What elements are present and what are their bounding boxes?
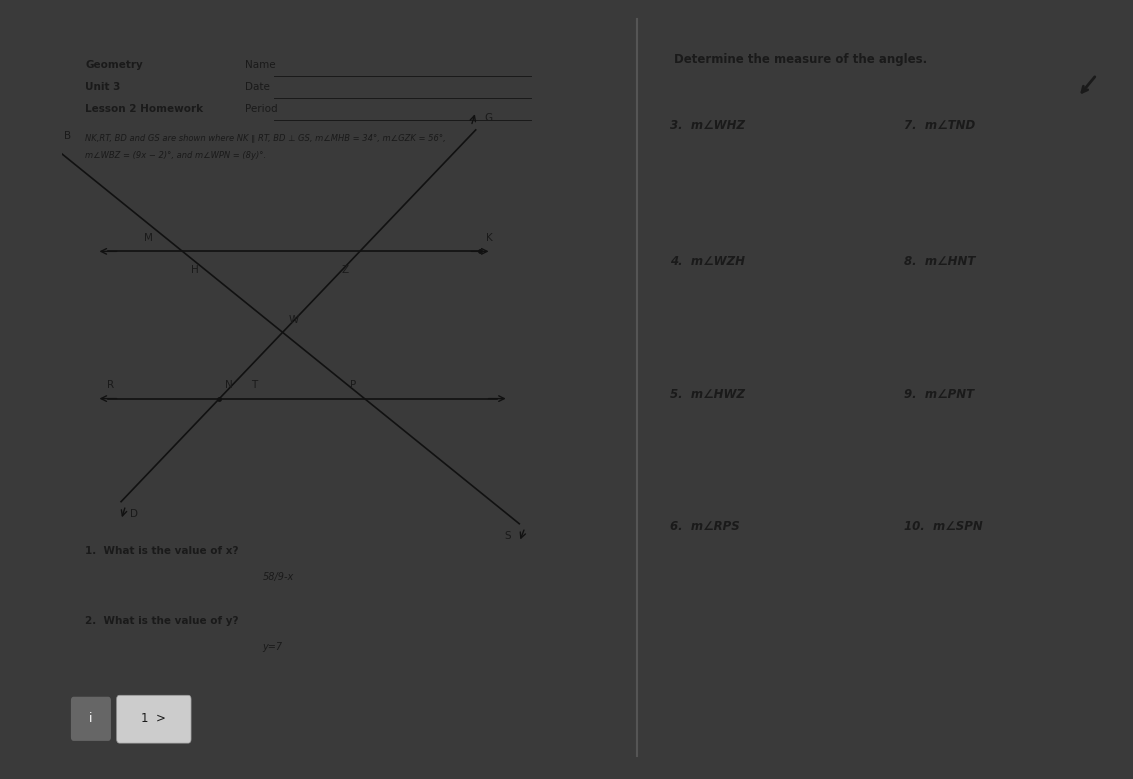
Text: 5.  m∠HWZ: 5. m∠HWZ (670, 388, 744, 400)
Text: Lesson 2 Homework: Lesson 2 Homework (85, 104, 203, 115)
Text: 1  >: 1 > (142, 712, 167, 725)
Text: 8.  m∠HNT: 8. m∠HNT (904, 255, 976, 268)
Text: R: R (108, 379, 114, 390)
Text: B: B (63, 131, 70, 141)
Text: D: D (129, 509, 138, 519)
Text: Determine the measure of the angles.: Determine the measure of the angles. (674, 53, 928, 65)
Text: i: i (90, 712, 93, 725)
Text: W: W (288, 315, 299, 325)
Text: Date: Date (246, 82, 271, 92)
Text: 4.  m∠WZH: 4. m∠WZH (670, 255, 744, 268)
Text: N: N (225, 379, 233, 390)
Text: Unit 3: Unit 3 (85, 82, 120, 92)
Text: G: G (484, 112, 493, 122)
Text: Name: Name (246, 60, 276, 70)
Text: M: M (144, 232, 153, 242)
Text: H: H (191, 265, 198, 275)
FancyBboxPatch shape (71, 696, 111, 741)
Text: NK,RT, BD and GS are shown where NK ∥ RT, BD ⊥ GS, m∠MHB = 34°, m∠GZK = 56°,: NK,RT, BD and GS are shown where NK ∥ RT… (85, 133, 446, 143)
Text: Z: Z (341, 265, 349, 275)
Text: S: S (504, 531, 511, 541)
Text: 10.  m∠SPN: 10. m∠SPN (904, 520, 982, 533)
Text: 1.  What is the value of x?: 1. What is the value of x? (85, 546, 239, 556)
Text: T: T (250, 379, 257, 390)
Text: P: P (350, 379, 356, 390)
Text: K: K (486, 232, 493, 242)
Text: 7.  m∠TND: 7. m∠TND (904, 119, 976, 132)
Text: Geometry: Geometry (85, 60, 143, 70)
Text: 6.  m∠RPS: 6. m∠RPS (670, 520, 740, 533)
Text: 9.  m∠PNT: 9. m∠PNT (904, 388, 974, 400)
FancyBboxPatch shape (117, 696, 191, 743)
Text: m∠WBZ = (9x − 2)°, and m∠WPN = (8y)°.: m∠WBZ = (9x − 2)°, and m∠WPN = (8y)°. (85, 150, 266, 160)
Text: y=7: y=7 (263, 642, 283, 651)
Text: 2.  What is the value of y?: 2. What is the value of y? (85, 615, 239, 626)
Text: 3.  m∠WHZ: 3. m∠WHZ (670, 119, 744, 132)
Text: Period: Period (246, 104, 278, 115)
Text: 58/9-x: 58/9-x (263, 572, 293, 582)
